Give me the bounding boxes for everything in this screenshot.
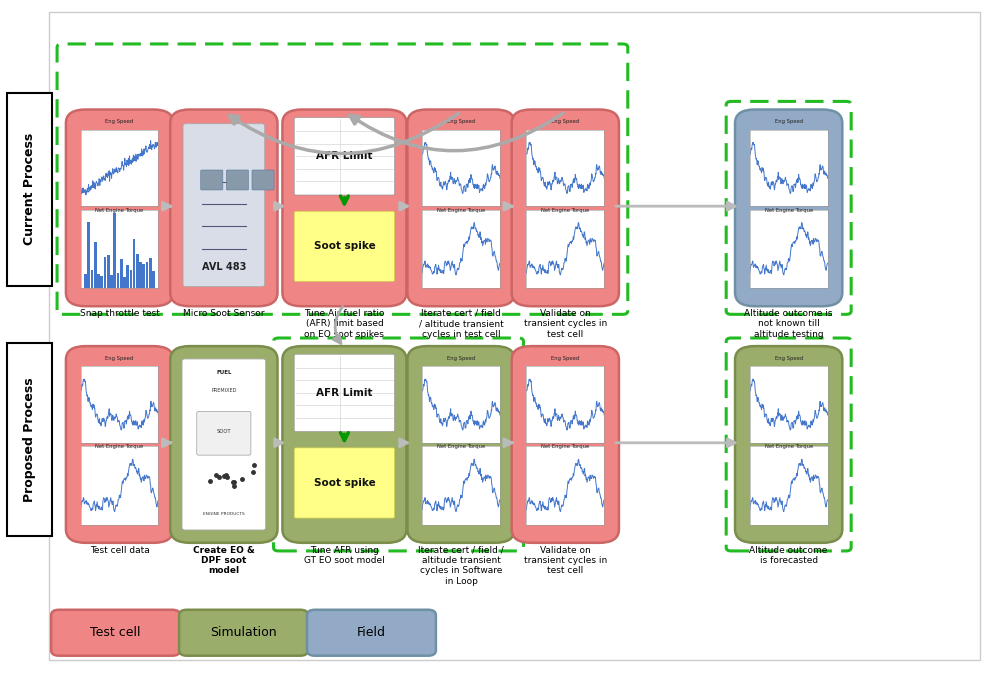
FancyBboxPatch shape [170,346,277,543]
Text: Iterate cert / field /
altitude transient
cycles in Software
in Loop: Iterate cert / field / altitude transien… [418,546,504,585]
Text: Eng Speed: Eng Speed [105,119,134,124]
Text: Eng Speed: Eng Speed [551,119,580,124]
Text: Net Engine Torque: Net Engine Torque [95,208,144,212]
FancyBboxPatch shape [282,346,406,543]
FancyBboxPatch shape [7,93,52,286]
Text: Eng Speed: Eng Speed [447,119,475,124]
Text: Eng Speed: Eng Speed [105,356,134,361]
Text: Test cell data: Test cell data [90,546,150,554]
FancyBboxPatch shape [66,110,173,306]
Text: Soot spike: Soot spike [314,241,375,251]
Text: Micro Soot Sensor: Micro Soot Sensor [183,309,265,318]
FancyBboxPatch shape [282,110,406,306]
Text: Proposed Process: Proposed Process [23,377,36,502]
Text: Eng Speed: Eng Speed [774,119,803,124]
FancyBboxPatch shape [512,110,619,306]
Text: Current Process: Current Process [23,133,36,245]
Text: Net Engine Torque: Net Engine Torque [765,208,813,212]
FancyBboxPatch shape [294,118,395,195]
Text: Net Engine Torque: Net Engine Torque [95,444,144,449]
Text: Simulation: Simulation [211,626,277,639]
Text: Test cell: Test cell [91,626,141,639]
FancyBboxPatch shape [407,346,515,543]
Text: Net Engine Torque: Net Engine Torque [437,208,485,212]
Text: Eng Speed: Eng Speed [447,356,475,361]
Text: Tune AFR using
GT EO soot model: Tune AFR using GT EO soot model [304,546,385,565]
FancyBboxPatch shape [182,359,266,530]
Text: Eng Speed: Eng Speed [551,356,580,361]
FancyBboxPatch shape [294,448,395,518]
Text: AVL 483: AVL 483 [202,262,246,272]
Text: FUEL: FUEL [216,370,231,375]
Text: Soot spike: Soot spike [314,478,375,488]
Text: Eng Speed: Eng Speed [774,356,803,361]
Text: AFR Limit: AFR Limit [316,151,373,162]
FancyBboxPatch shape [512,346,619,543]
FancyBboxPatch shape [66,346,173,543]
Text: Validate on
transient cycles in
test cell: Validate on transient cycles in test cel… [523,309,607,339]
Text: Create EO &
DPF soot
model: Create EO & DPF soot model [193,546,255,575]
FancyBboxPatch shape [7,343,52,536]
Text: ENGINE PRODUCTS: ENGINE PRODUCTS [203,512,245,516]
FancyBboxPatch shape [735,110,842,306]
FancyBboxPatch shape [252,170,275,190]
Text: Altitude outcome is
not known till
altitude testing: Altitude outcome is not known till altit… [745,309,832,339]
FancyBboxPatch shape [735,346,842,543]
Text: AFR Limit: AFR Limit [316,388,373,398]
FancyBboxPatch shape [294,211,395,281]
Text: Net Engine Torque: Net Engine Torque [437,444,485,449]
Text: Tune Air fuel ratio
(AFR) limit based
on EO soot spikes: Tune Air fuel ratio (AFR) limit based on… [304,309,385,339]
FancyBboxPatch shape [226,170,249,190]
FancyBboxPatch shape [201,170,222,190]
FancyBboxPatch shape [407,110,515,306]
Text: Validate on
transient cycles in
test cell: Validate on transient cycles in test cel… [523,546,607,575]
Text: Field: Field [357,626,386,639]
Text: Net Engine Torque: Net Engine Torque [541,444,589,449]
Text: Net Engine Torque: Net Engine Torque [765,444,813,449]
FancyBboxPatch shape [197,412,251,455]
FancyBboxPatch shape [183,124,265,287]
Text: SOOT: SOOT [216,429,231,434]
FancyBboxPatch shape [294,354,395,431]
FancyBboxPatch shape [307,610,436,656]
FancyBboxPatch shape [179,610,308,656]
Text: PREMIXED: PREMIXED [212,389,236,393]
FancyBboxPatch shape [51,610,180,656]
Text: Iterate cert / field
/ altitude transient
cycles in test cell: Iterate cert / field / altitude transien… [418,309,504,339]
Text: Altitude outcome
is forecasted: Altitude outcome is forecasted [750,546,828,565]
Text: Net Engine Torque: Net Engine Torque [541,208,589,212]
Text: Snap throttle test: Snap throttle test [80,309,159,318]
FancyBboxPatch shape [170,110,277,306]
